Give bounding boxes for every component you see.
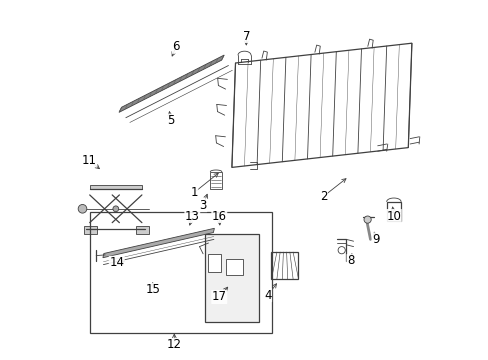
Polygon shape	[89, 185, 142, 189]
Text: 2: 2	[319, 190, 327, 203]
Bar	[90, 212, 272, 333]
Text: 11: 11	[81, 154, 96, 167]
Text: 4: 4	[264, 289, 271, 302]
Polygon shape	[386, 202, 400, 221]
Polygon shape	[136, 226, 149, 234]
Circle shape	[363, 216, 370, 223]
Text: 16: 16	[211, 210, 226, 222]
Polygon shape	[208, 254, 221, 272]
Text: 7: 7	[242, 30, 249, 42]
Text: 14: 14	[109, 256, 124, 269]
Text: 5: 5	[167, 114, 174, 127]
Text: 17: 17	[211, 291, 226, 303]
Circle shape	[113, 206, 119, 212]
Polygon shape	[226, 259, 242, 275]
Text: 9: 9	[371, 233, 379, 246]
Polygon shape	[102, 228, 214, 258]
Polygon shape	[119, 55, 224, 112]
Text: 12: 12	[166, 338, 182, 351]
Polygon shape	[204, 234, 258, 322]
Text: 3: 3	[199, 199, 206, 212]
Text: 1: 1	[190, 186, 198, 199]
Text: 8: 8	[346, 255, 354, 267]
Text: 6: 6	[172, 40, 180, 53]
Polygon shape	[210, 172, 222, 189]
Text: 10: 10	[386, 210, 401, 222]
Circle shape	[78, 204, 87, 213]
Text: 13: 13	[184, 210, 199, 222]
Text: 15: 15	[145, 283, 160, 296]
Polygon shape	[271, 252, 298, 279]
Polygon shape	[231, 43, 411, 167]
Polygon shape	[84, 226, 97, 234]
